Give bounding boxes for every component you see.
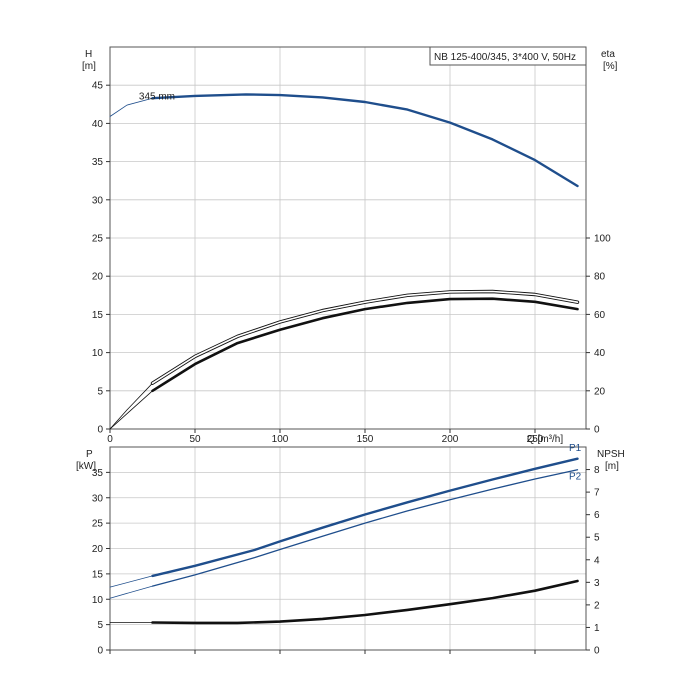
- x-axis-label-q: Q [m³/h]: [527, 434, 563, 445]
- y-left-tick-label: 20: [92, 544, 104, 555]
- y-right-tick-label: 80: [594, 272, 606, 283]
- y-right-label-eta: eta: [601, 49, 615, 60]
- p1-curve-0: [109, 575, 153, 588]
- y-left-label-h: H: [85, 49, 92, 60]
- y-right-label-npsh: NPSH: [597, 449, 625, 460]
- y-right-tick-label: 8: [594, 465, 600, 476]
- curve-label-345mm: 345 mm: [139, 92, 175, 103]
- 345-mm-curve-0: [109, 97, 153, 117]
- x-tick-label: 150: [357, 434, 374, 445]
- y-right-tick-label: 60: [594, 310, 606, 321]
- top-grid: [110, 47, 586, 429]
- right-axis-curve-3-inner: [151, 290, 579, 385]
- bottom-axis-ticks: [106, 469, 590, 654]
- y-right-tick-label: 1: [594, 623, 600, 634]
- bottom-axis-labels: 0 5 10 15 20 25 30 35 0 1 2 3 4 5 6 7 8: [92, 465, 600, 656]
- y-left-tick-label: 5: [97, 386, 103, 397]
- y-left-unit-p: [kW]: [76, 461, 96, 472]
- y-left-tick-label: 30: [92, 195, 104, 206]
- p2-curve-3: [151, 469, 579, 587]
- y-right-tick-label: 0: [594, 646, 600, 657]
- top-axis-ticks: [106, 84, 590, 433]
- y-left-tick-label: 0: [97, 425, 103, 436]
- y-left-tick-label: 10: [92, 595, 104, 606]
- y-left-unit-h: [m]: [82, 61, 96, 72]
- right-axis-curve-4: [109, 390, 153, 430]
- right-axis-curve-2: [109, 382, 153, 430]
- top-axis-labels: 0 50 100 150 200 250 0 5 10 15 20 25 30 35 40 45 0 20 40 60…: [92, 81, 611, 445]
- y-right-tick-label: 0: [594, 425, 600, 436]
- x-tick-label: 100: [272, 434, 289, 445]
- x-tick-label: 200: [442, 434, 459, 445]
- top-title-box: NB 125-400/345, 3*400 V, 50Hz: [429, 46, 587, 66]
- x-tick-label: 50: [189, 434, 201, 445]
- y-left-tick-label: 45: [92, 81, 104, 92]
- y-right-tick-label: 4: [594, 555, 600, 566]
- bottom-grid: [110, 447, 586, 650]
- y-right-tick-label: 2: [594, 600, 600, 611]
- y-right-tick-label: 20: [594, 386, 606, 397]
- y-right-unit-npsh: [m]: [605, 461, 619, 472]
- y-left-tick-label: 35: [92, 157, 104, 168]
- y-left-tick-label: 35: [92, 468, 104, 479]
- y-right-unit-eta: [%]: [603, 61, 618, 72]
- 345-mm-curve-1: [151, 93, 579, 188]
- y-right-tick-label: 7: [594, 488, 600, 499]
- y-left-tick-label: 40: [92, 119, 104, 130]
- right-axis-curve-5: [151, 579, 579, 625]
- title-box-text: NB 125-400/345, 3*400 V, 50Hz: [434, 52, 576, 63]
- y-left-tick-label: 15: [92, 569, 104, 580]
- x-tick-label: 250: [527, 434, 544, 445]
- p2-curve-2: [109, 585, 153, 599]
- y-right-tick-label: 100: [594, 234, 611, 245]
- top-panel: 0 50 100 150 200 250 0 5 10 15 20 25 30 35 40 45 0 20 40 60…: [82, 46, 618, 445]
- curve-label-p1: P1: [569, 443, 582, 454]
- y-left-tick-label: 30: [92, 493, 104, 504]
- y-right-tick-label: 40: [594, 348, 606, 359]
- bottom-curves: [109, 457, 579, 625]
- y-left-tick-label: 25: [92, 234, 104, 245]
- y-left-tick-label: 25: [92, 519, 104, 530]
- y-right-tick-label: 5: [594, 533, 600, 544]
- y-left-tick-label: 15: [92, 310, 104, 321]
- y-left-tick-label: 10: [92, 348, 104, 359]
- top-curves: [109, 93, 580, 430]
- right-axis-curve-5: [151, 297, 579, 393]
- y-left-tick-label: 20: [92, 272, 104, 283]
- p1-curve-1: [151, 457, 579, 578]
- y-right-tick-label: 3: [594, 578, 600, 589]
- y-right-tick-label: 6: [594, 510, 600, 521]
- y-left-tick-label: 0: [97, 646, 103, 657]
- x-tick-label: 0: [107, 434, 113, 445]
- y-left-label-p: P: [86, 449, 93, 460]
- y-left-tick-label: 5: [97, 620, 103, 631]
- curve-label-p2: P2: [569, 471, 582, 482]
